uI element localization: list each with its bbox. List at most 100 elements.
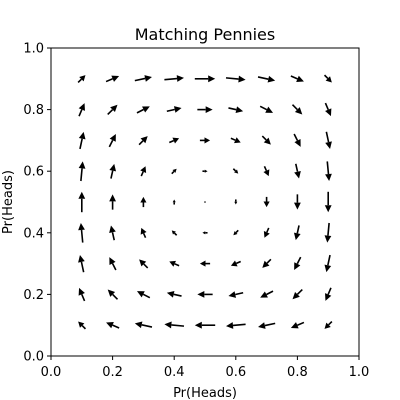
arrow: [78, 161, 86, 182]
arrow: [172, 199, 176, 205]
y-axis: 0.0 0.2 0.4 0.6 0.8 1.0: [23, 42, 51, 365]
arrow: [107, 104, 118, 116]
arrow: [260, 290, 274, 298]
y-tick-label: 0.0: [23, 350, 44, 365]
arrow: [204, 201, 206, 203]
y-tick-label: 0.6: [23, 165, 44, 180]
arrow: [225, 75, 246, 83]
arrow: [323, 74, 332, 83]
arrow: [78, 191, 86, 213]
arrow: [228, 291, 244, 298]
x-tick-label: 0.2: [102, 365, 123, 380]
y-tick-label: 0.8: [23, 103, 44, 118]
arrow: [202, 231, 208, 235]
arrow: [140, 227, 147, 239]
x-tick-label: 1.0: [349, 365, 370, 380]
arrow: [199, 260, 211, 267]
arrow-field: [77, 74, 333, 330]
arrow: [257, 75, 276, 83]
arrow: [263, 196, 270, 208]
x-tick-label: 0.8: [287, 365, 308, 380]
arrow: [232, 168, 239, 174]
arrow: [106, 322, 120, 329]
x-tick-label: 0.0: [41, 365, 62, 380]
arrow: [293, 133, 301, 147]
chart-title: Matching Pennies: [135, 25, 275, 44]
arrow: [197, 106, 213, 113]
arrow: [134, 321, 153, 329]
y-axis-label: Pr(Heads): [1, 170, 16, 234]
arrow: [263, 227, 270, 238]
arrow: [202, 169, 208, 173]
arrow: [230, 260, 242, 267]
arrow: [324, 254, 332, 273]
arrow: [230, 137, 241, 144]
arrow: [136, 106, 150, 114]
arrow: [262, 258, 272, 268]
arrow: [109, 257, 117, 271]
arrow: [140, 166, 147, 177]
x-axis-label: Pr(Heads): [173, 386, 237, 400]
arrow: [194, 321, 216, 329]
arrow: [78, 223, 85, 243]
arrow: [164, 321, 185, 329]
x-tick-label: 0.6: [225, 365, 246, 380]
arrow: [78, 255, 85, 273]
arrow: [109, 163, 117, 179]
arrow: [325, 287, 332, 301]
y-tick-label: 0.2: [23, 288, 44, 303]
arrow: [233, 229, 239, 236]
arrow: [108, 133, 116, 148]
arrow: [166, 106, 182, 113]
arrow: [294, 256, 302, 271]
arrow: [258, 322, 276, 329]
arrow: [140, 196, 147, 208]
arrow: [78, 131, 86, 150]
arrow: [324, 320, 333, 329]
arrow: [78, 287, 86, 302]
arrow: [169, 260, 180, 267]
arrow: [109, 194, 116, 210]
arrow: [166, 290, 182, 298]
arrow: [194, 75, 216, 83]
arrow: [263, 165, 270, 177]
plot-frame: [50, 47, 360, 357]
arrow: [168, 137, 180, 144]
arrow: [324, 222, 332, 243]
arrow: [324, 191, 332, 213]
arrow: [259, 105, 274, 113]
arrow: [107, 289, 119, 300]
y-tick-label: 0.4: [23, 226, 44, 241]
arrow: [77, 75, 86, 84]
arrow: [325, 131, 332, 149]
arrow: [228, 106, 244, 114]
y-tick-label: 1.0: [23, 42, 44, 57]
x-tick-label: 0.4: [164, 365, 185, 380]
arrow: [78, 321, 87, 330]
arrow: [134, 75, 152, 82]
arrow: [325, 161, 332, 181]
arrow: [199, 137, 211, 144]
arrow: [139, 259, 149, 269]
arrow: [324, 102, 332, 117]
arrow: [197, 291, 213, 298]
arrow: [226, 322, 246, 329]
arrow: [291, 104, 303, 115]
arrow: [171, 168, 177, 175]
arrow: [261, 135, 271, 145]
x-axis: 0.0 0.2 0.4 0.6 0.8 1.0: [41, 356, 370, 380]
arrow: [290, 75, 304, 82]
arrow: [78, 103, 85, 117]
arrow: [293, 225, 301, 241]
arrow: [292, 288, 303, 300]
arrow: [109, 225, 116, 241]
arrow: [290, 321, 305, 329]
arrow: [294, 163, 301, 179]
arrow: [105, 75, 120, 83]
arrow: [294, 194, 301, 210]
arrow: [164, 75, 184, 82]
arrow: [138, 136, 148, 146]
arrow: [136, 291, 151, 299]
